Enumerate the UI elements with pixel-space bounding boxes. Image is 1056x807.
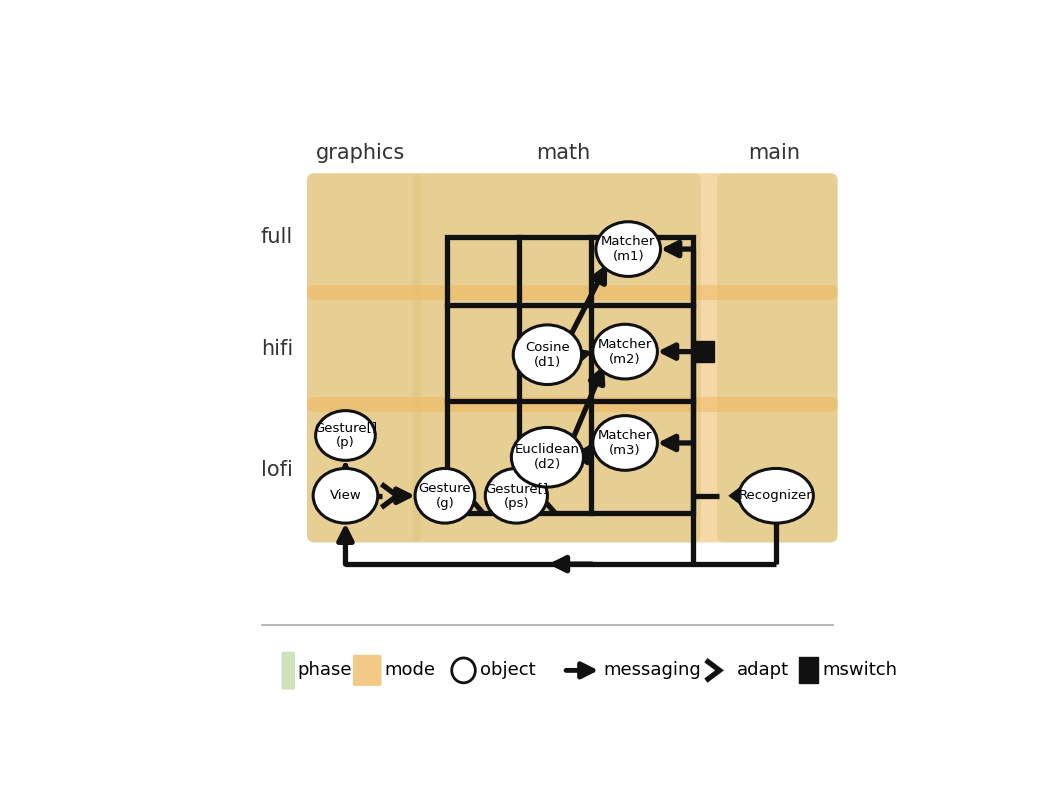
Text: Gesture
(g): Gesture (g): [418, 482, 471, 510]
Ellipse shape: [596, 222, 660, 277]
Text: Gesture[]
(p): Gesture[] (p): [314, 421, 377, 449]
Text: adapt: adapt: [737, 662, 789, 679]
Text: Gesture[]
(ps): Gesture[] (ps): [485, 482, 548, 510]
FancyBboxPatch shape: [307, 174, 837, 300]
Text: full: full: [261, 227, 294, 247]
Text: Matcher
(m3): Matcher (m3): [598, 429, 653, 457]
Text: Matcher
(m1): Matcher (m1): [601, 235, 656, 263]
Bar: [447, 236, 694, 513]
Text: main: main: [749, 144, 800, 163]
Text: mswitch: mswitch: [823, 662, 898, 679]
Text: object: object: [479, 662, 535, 679]
FancyBboxPatch shape: [413, 174, 701, 542]
Ellipse shape: [486, 468, 547, 523]
Ellipse shape: [511, 428, 584, 487]
Text: math: math: [535, 144, 590, 163]
Text: phase: phase: [298, 662, 352, 679]
FancyBboxPatch shape: [282, 652, 295, 690]
FancyBboxPatch shape: [717, 174, 837, 542]
Ellipse shape: [513, 325, 582, 385]
Text: Recognizer: Recognizer: [739, 489, 813, 502]
FancyBboxPatch shape: [307, 174, 421, 542]
Ellipse shape: [592, 324, 658, 379]
Text: mode: mode: [384, 662, 436, 679]
Text: lofi: lofi: [261, 460, 294, 479]
Ellipse shape: [415, 468, 475, 523]
Ellipse shape: [314, 468, 378, 523]
Text: hifi: hifi: [261, 338, 294, 358]
Bar: [799, 658, 817, 684]
Ellipse shape: [739, 468, 813, 523]
Text: Euclidean
(d2): Euclidean (d2): [515, 443, 580, 471]
Text: graphics: graphics: [317, 144, 406, 163]
Ellipse shape: [452, 658, 475, 683]
FancyBboxPatch shape: [307, 285, 837, 412]
Bar: [695, 341, 714, 362]
Text: messaging: messaging: [603, 662, 701, 679]
Ellipse shape: [592, 416, 658, 470]
Text: Matcher
(m2): Matcher (m2): [598, 337, 653, 366]
FancyBboxPatch shape: [307, 397, 837, 542]
FancyBboxPatch shape: [353, 654, 381, 686]
Text: Cosine
(d1): Cosine (d1): [525, 341, 570, 369]
Ellipse shape: [316, 411, 375, 460]
Text: View: View: [329, 489, 361, 502]
